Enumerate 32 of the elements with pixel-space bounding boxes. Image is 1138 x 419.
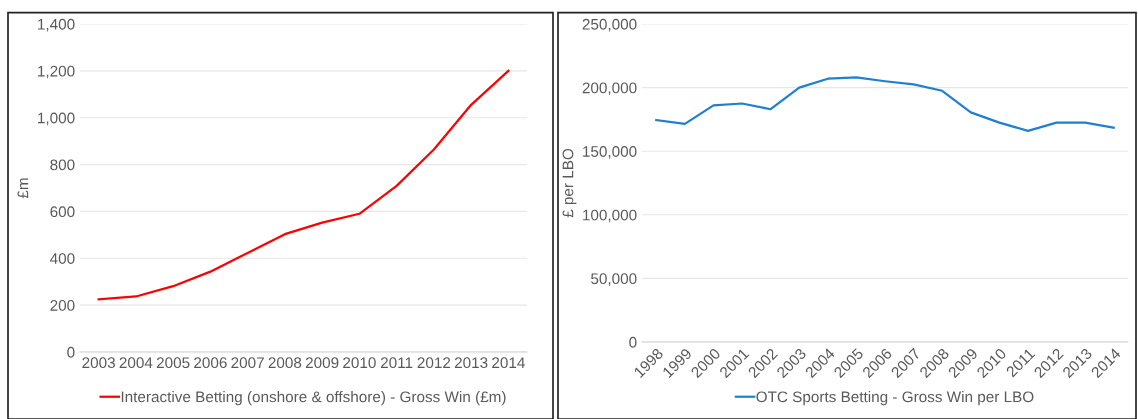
x-tick-label: 2010 <box>343 357 376 369</box>
x-tick-label: 2011 <box>380 357 413 369</box>
legend-label: OTC Sports Betting - Gross Win per LBO <box>756 391 1034 406</box>
y-tick-label: 1,000 <box>38 112 75 126</box>
legend-label: Interactive Betting (onshore & offshore) - Gross Win (£m) <box>121 391 506 406</box>
y-tick-label: 800 <box>50 159 75 171</box>
x-tick-label: 2013 <box>454 357 488 369</box>
x-tick-label: 2014 <box>492 357 525 369</box>
line-series <box>655 76 1115 132</box>
y-tick-label: 250,000 <box>582 18 637 32</box>
y-tick-label: 100,000 <box>583 209 637 223</box>
y-tick-label: 1,200 <box>38 65 75 79</box>
x-tick-label: 2008 <box>268 357 302 369</box>
y-tick-label: 200 <box>50 300 75 311</box>
y-tick-label: 0 <box>629 336 637 348</box>
x-tick-label: 2009 <box>305 357 339 369</box>
x-tick-label: 2007 <box>231 357 264 369</box>
y-tick-label: 600 <box>50 206 75 218</box>
x-tick-label: 2012 <box>417 357 451 369</box>
x-tick-label: 2005 <box>156 357 190 369</box>
x-tick-label: 2006 <box>194 357 227 369</box>
y-tick-label: 400 <box>50 253 75 264</box>
y-tick-label: 1,400 <box>38 18 75 32</box>
y-axis-title: £m <box>17 178 29 199</box>
x-tick-label: 2003 <box>82 357 115 369</box>
y-tick-label: 200,000 <box>582 82 637 96</box>
x-tick-label: 2004 <box>119 357 153 369</box>
y-axis-title: £ per LBO <box>562 148 577 218</box>
y-tick-label: 150,000 <box>583 146 637 159</box>
line-series <box>97 69 510 301</box>
y-tick-label: 50,000 <box>591 273 637 286</box>
y-tick-label: 0 <box>67 346 75 358</box>
